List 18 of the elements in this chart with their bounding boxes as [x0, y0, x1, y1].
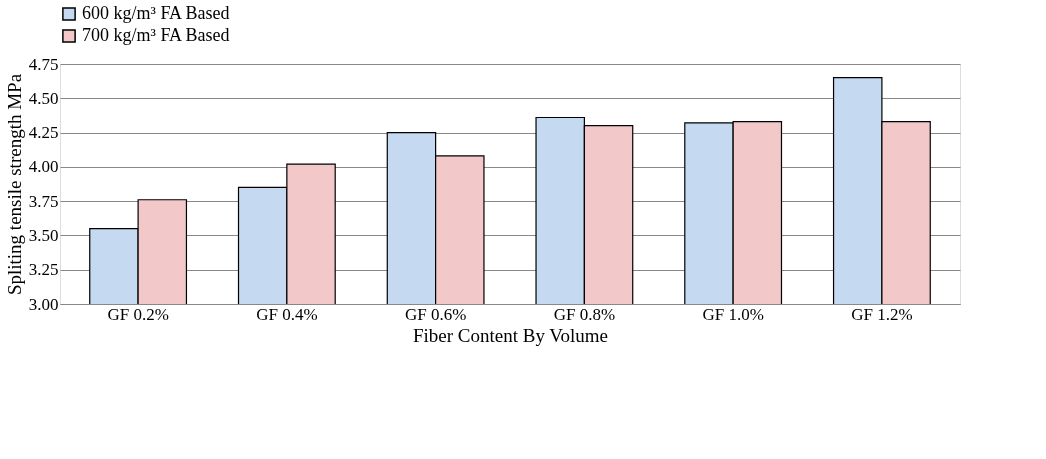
y-tick-label: 4.00: [28, 157, 59, 177]
x-tick-label: GF 1.0%: [702, 304, 764, 324]
y-tick-label: 3.50: [28, 225, 59, 245]
y-tick-label: 3.00: [28, 294, 59, 314]
legend-label: 700 kg/m³ FA Based: [82, 25, 230, 45]
y-tick-label: 4.50: [28, 88, 59, 108]
y-tick-label: 4.25: [28, 123, 59, 143]
y-axis-title: Spliting tensile strength MPa: [3, 73, 25, 296]
y-tick-label: 3.75: [28, 191, 59, 211]
x-axis-title: Fiber Content By Volume: [412, 324, 609, 346]
legend-label: 600 kg/m³ FA Based: [82, 3, 230, 23]
x-tick-label: GF 0.4%: [256, 304, 318, 324]
x-tick-label: GF 0.2%: [107, 304, 169, 324]
y-tick-label: 3.25: [28, 260, 59, 280]
x-tick-label: GF 0.6%: [404, 304, 467, 324]
x-tick-label: GF 1.2%: [851, 304, 913, 324]
x-tick-label: GF 0.8%: [553, 304, 616, 324]
y-tick-label: 4.75: [28, 54, 59, 74]
